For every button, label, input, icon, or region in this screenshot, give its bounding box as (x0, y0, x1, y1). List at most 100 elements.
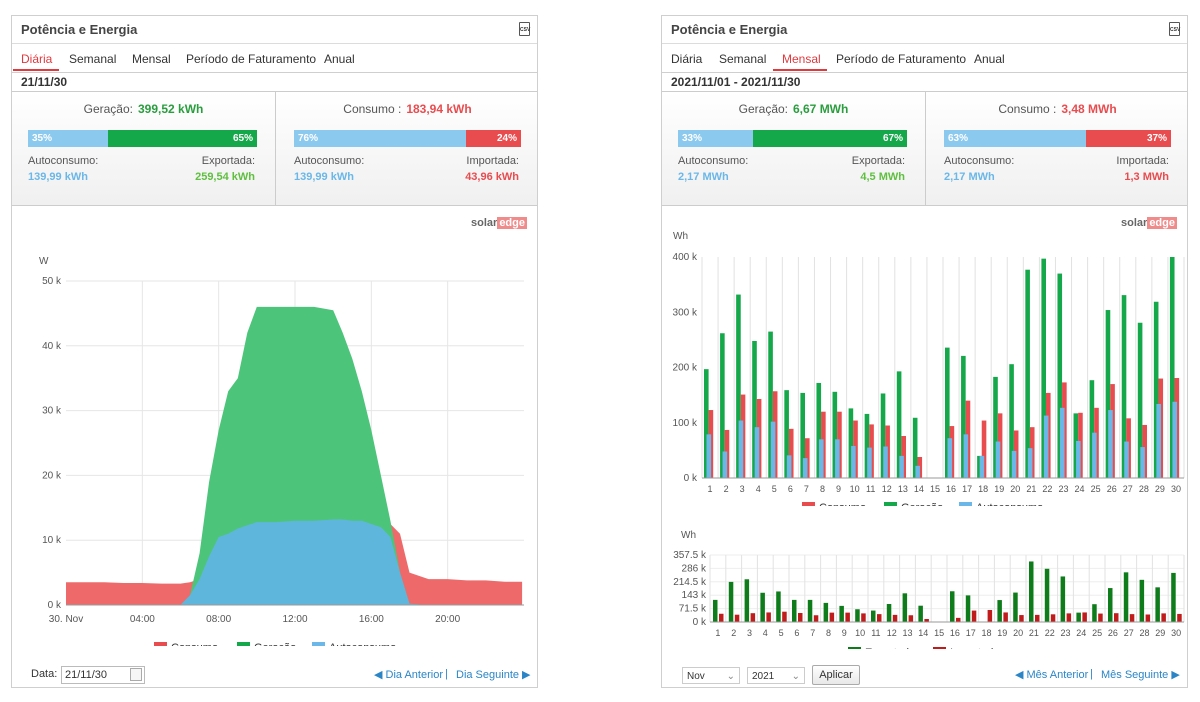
importada-bar (1003, 612, 1008, 622)
date-input[interactable]: 21/11/30 (61, 666, 145, 684)
geracao-bar (768, 331, 773, 478)
import-segment: 37% (1086, 130, 1171, 147)
consumption-value: 183,94 kWh (406, 102, 472, 116)
x-tick-label: 25 (1091, 484, 1101, 494)
self-consumption-value: 2,17 MWh (678, 171, 729, 183)
importada-bar (1035, 614, 1040, 622)
next-month-link[interactable]: Mês Seguinte ▶ (1101, 669, 1180, 681)
geracao-bar (1105, 310, 1111, 478)
tab-diaria[interactable]: Diária (21, 52, 53, 66)
tab-anual[interactable]: Anual (324, 52, 355, 66)
generation-value: 399,52 kWh (137, 102, 204, 116)
geracao-bar (912, 417, 918, 478)
x-tick-label: 18 (978, 484, 988, 494)
x-tick-label: 2 (731, 628, 736, 638)
autoconsumo-bar (851, 445, 856, 478)
consumo-bar (981, 420, 987, 478)
autoconsumo-bar (770, 421, 776, 478)
exportada-bar (760, 592, 765, 622)
exportada-bar (871, 610, 876, 622)
autoconsumo-bar (867, 447, 872, 478)
x-tick-label: 20 (1013, 628, 1023, 638)
tab-diaria[interactable]: Diária (671, 52, 703, 66)
power-energy-panel-daily: Potência e Energia CSV Diária Semanal Me… (11, 15, 538, 688)
imported-value: 1,3 MWh (1124, 171, 1169, 183)
month-select[interactable]: Nov ⌄ (682, 667, 740, 684)
y-tick-label: 357.5 k (673, 550, 707, 561)
calendar-icon[interactable] (130, 668, 142, 681)
y-tick-label: 0 k (684, 473, 698, 484)
importada-bar (1129, 614, 1135, 622)
x-tick-label: 20:00 (435, 614, 460, 625)
x-tick-label: 16:00 (359, 614, 384, 625)
x-tick-label: 12 (882, 484, 892, 494)
previous-month-link[interactable]: ◀ Mês Anterior (1015, 669, 1089, 681)
x-tick-label: 21 (1029, 628, 1039, 638)
tab-anual[interactable]: Anual (974, 52, 1005, 66)
geracao-bar (704, 369, 709, 478)
x-tick-label: 16 (950, 628, 960, 638)
self-consumption-segment: 76% (294, 130, 466, 147)
exportada-bar (1123, 572, 1129, 622)
importada-bar (861, 613, 866, 622)
csv-icon[interactable]: CSV (1169, 22, 1180, 36)
next-day-link[interactable]: Dia Seguinte ▶ (456, 669, 531, 681)
exportada-bar (1029, 561, 1034, 622)
autoconsumo-bar (1092, 432, 1097, 478)
year-select[interactable]: 2021 ⌄ (747, 667, 805, 684)
x-tick-label: 19 (994, 484, 1004, 494)
geracao-bar (1137, 322, 1143, 478)
tab-periodo-faturamento[interactable]: Período de Faturamento (186, 52, 317, 66)
imported-label: Importada: (466, 155, 519, 167)
self-consumption-segment: 35% (28, 130, 108, 147)
autoconsumo-bar (835, 439, 840, 478)
x-tick-label: 24 (1076, 628, 1086, 638)
x-tick-label: 15 (934, 628, 944, 638)
apply-button[interactable]: Aplicar (812, 665, 860, 685)
autoconsumo-bar (802, 458, 808, 478)
exportada-bar (855, 609, 860, 622)
energy-summary: Geração: 6,67 MWh 33% 67% Autoconsumo: 2,… (662, 91, 1187, 206)
x-tick-label: 27 (1123, 484, 1133, 494)
x-tick-label: 10 (855, 628, 865, 638)
x-tick-label: 17 (962, 484, 972, 494)
tab-semanal[interactable]: Semanal (719, 52, 767, 66)
exported-value: 259,54 kWh (195, 171, 255, 183)
importada-bar (829, 612, 835, 622)
y-tick-label: 30 k (42, 406, 62, 417)
geracao-bar (864, 413, 870, 478)
tab-semanal[interactable]: Semanal (69, 52, 117, 66)
tab-mensal[interactable]: Mensal (132, 52, 171, 66)
csv-icon[interactable]: CSV (519, 22, 530, 36)
geracao-bar (848, 408, 854, 478)
importada-bar (734, 614, 740, 622)
solaredge-logo: solar edge (471, 217, 527, 229)
x-tick-label: 5 (779, 628, 784, 638)
geracao-bar (880, 393, 886, 478)
previous-day-link[interactable]: ◀ Dia Anterior (374, 669, 443, 681)
autoconsumo-bar (915, 465, 920, 478)
legend-label: Consumo (171, 642, 218, 646)
geracao-bar (896, 371, 902, 478)
geracao-area (66, 306, 523, 605)
exported-label: Exportada: (851, 155, 905, 167)
consumption-split-bar: 63% 37% (944, 130, 1173, 147)
legend-swatch (154, 642, 167, 646)
legend-label: Consumo (819, 502, 866, 506)
autoconsumo-bar (1076, 440, 1081, 478)
geracao-bar (1057, 273, 1063, 478)
y-tick-label: 40 k (42, 341, 62, 352)
x-tick-label: 4 (763, 628, 768, 638)
legend-label: Exportada (865, 647, 916, 649)
exportada-bar (807, 599, 813, 622)
geracao-bar (961, 355, 966, 478)
importada-bar (750, 613, 756, 622)
x-tick-label: 20 (1010, 484, 1020, 494)
generation-value: 6,67 MWh (793, 102, 849, 116)
x-tick-label: 28 (1139, 484, 1149, 494)
tab-mensal[interactable]: Mensal (782, 52, 821, 66)
tab-periodo-faturamento[interactable]: Período de Faturamento (836, 52, 967, 66)
exportada-bar (823, 602, 829, 622)
nav-separator: | (1090, 668, 1093, 680)
geracao-bar (1041, 258, 1046, 478)
